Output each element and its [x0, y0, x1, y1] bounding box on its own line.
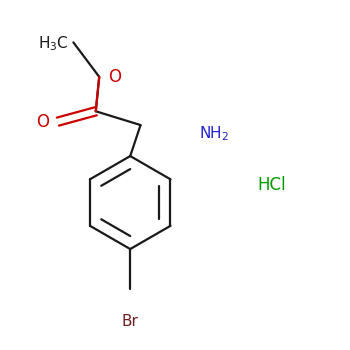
Text: Br: Br	[122, 315, 139, 329]
Text: H$_3$C: H$_3$C	[37, 35, 68, 54]
Text: HCl: HCl	[257, 176, 286, 194]
Text: O: O	[108, 68, 121, 86]
Text: O: O	[36, 113, 49, 131]
Text: NH$_2$: NH$_2$	[199, 124, 229, 143]
